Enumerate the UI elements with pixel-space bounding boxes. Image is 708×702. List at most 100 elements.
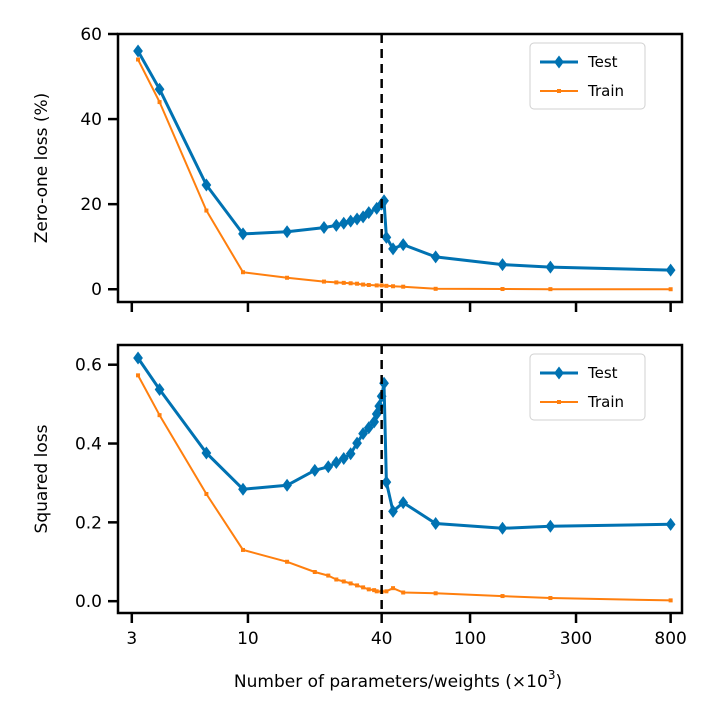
data-point-test: [338, 216, 349, 230]
data-point-test: [363, 206, 374, 220]
data-point-test: [545, 260, 556, 274]
data-point-test: [133, 351, 143, 365]
data-point-test: [388, 242, 398, 256]
x-axis-label-suffix: ): [555, 672, 562, 692]
data-point-train: [285, 275, 290, 280]
data-point-test: [282, 225, 292, 239]
data-point-test: [388, 504, 398, 518]
y-tick-label: 0.6: [75, 356, 102, 376]
data-point-test: [497, 258, 508, 272]
data-point-train: [433, 286, 438, 291]
data-point-test: [352, 436, 362, 450]
data-point-train: [372, 588, 377, 593]
legend-label-train: Train: [587, 82, 624, 100]
data-point-test: [497, 521, 508, 535]
data-point-train: [348, 281, 353, 286]
data-point-test: [238, 482, 248, 496]
y-tick-label: 0.0: [75, 592, 102, 612]
data-point-test: [282, 478, 292, 492]
y-tick-label: 40: [80, 110, 102, 130]
data-point-train: [157, 100, 162, 105]
x-tick-label: 800: [654, 629, 686, 649]
y-tick-label: 20: [80, 195, 102, 215]
y-tick-label: 0: [91, 280, 102, 300]
panel-squared-loss: 0.0 0.2 0.4 0.6 3 10 40 100 300 800 Squared loss Te…: [32, 343, 687, 649]
data-point-train: [157, 413, 162, 418]
data-point-train: [384, 589, 389, 594]
data-point-train: [384, 283, 389, 288]
data-point-train: [361, 282, 366, 287]
data-point-train: [204, 208, 209, 213]
data-point-train: [334, 280, 339, 285]
data-point-train: [326, 573, 331, 578]
data-point-test: [323, 460, 334, 474]
x-tick-label: 40: [371, 629, 393, 649]
data-point-train: [136, 373, 141, 378]
legend-label-test: Test: [587, 53, 618, 71]
data-point-test: [345, 447, 356, 461]
y-axis-label: Zero-one loss (%): [32, 93, 52, 244]
data-point-train: [433, 591, 438, 596]
data-point-test: [331, 455, 342, 469]
x-tick-label: 300: [560, 629, 592, 649]
data-point-train: [391, 284, 396, 289]
data-point-train: [548, 287, 553, 292]
data-point-test: [201, 446, 212, 460]
data-point-test: [238, 227, 248, 241]
data-point-train: [355, 583, 360, 588]
legend-marker-test: [554, 55, 564, 69]
data-point-train: [285, 559, 290, 564]
x-tick-label: 3: [126, 629, 137, 649]
data-point-test: [430, 250, 441, 264]
data-point-train: [204, 491, 209, 496]
panel-zero-one-loss: 0 20 40 60 Zero-one loss (%) Test Train: [32, 25, 684, 312]
data-point-train: [500, 287, 505, 292]
x-axis-label-exponent: 3: [548, 668, 556, 682]
plot-frame: [116, 32, 684, 304]
data-point-test: [331, 218, 342, 232]
data-point-train: [136, 57, 141, 62]
data-point-train: [341, 579, 346, 584]
data-point-train: [341, 280, 346, 285]
y-tick-label: 0.2: [75, 513, 102, 533]
y-axis-label: Squared loss: [32, 424, 52, 533]
data-point-train: [374, 589, 379, 594]
y-tick-label: 60: [80, 25, 102, 45]
data-point-test: [201, 178, 212, 192]
data-point-train: [366, 282, 371, 287]
data-point-test: [381, 475, 392, 489]
data-point-train: [500, 594, 505, 599]
x-tick-label: 100: [454, 629, 486, 649]
legend-marker-train: [557, 89, 561, 93]
x-axis-label: Number of parameters/weights (×103): [234, 668, 562, 692]
data-point-test: [363, 421, 374, 435]
data-point-train: [240, 270, 245, 275]
data-point-test: [430, 517, 441, 531]
data-point-train: [379, 283, 384, 288]
data-point-test: [133, 44, 143, 58]
data-point-test: [338, 452, 349, 466]
data-point-train: [355, 281, 360, 286]
data-point-test: [309, 463, 320, 477]
data-point-train: [361, 585, 366, 590]
data-point-train: [548, 596, 553, 601]
data-point-test: [154, 82, 165, 96]
data-point-test: [545, 519, 556, 533]
data-point-train: [312, 570, 317, 575]
data-point-train: [668, 598, 673, 603]
data-point-train: [366, 587, 371, 592]
legend-label-train: Train: [587, 393, 624, 411]
data-point-test: [665, 263, 676, 277]
data-point-train: [401, 284, 406, 289]
data-point-train: [321, 279, 326, 284]
x-axis-label-prefix: Number of parameters/weights (×10: [234, 672, 548, 692]
data-point-train: [391, 586, 396, 591]
data-point-test: [381, 230, 392, 244]
data-point-test: [358, 427, 368, 441]
plot-frame: [116, 343, 684, 615]
data-point-train: [334, 577, 339, 582]
x-tick-label: 10: [237, 629, 259, 649]
data-point-test: [398, 496, 409, 510]
legend: Test Train: [529, 353, 646, 421]
